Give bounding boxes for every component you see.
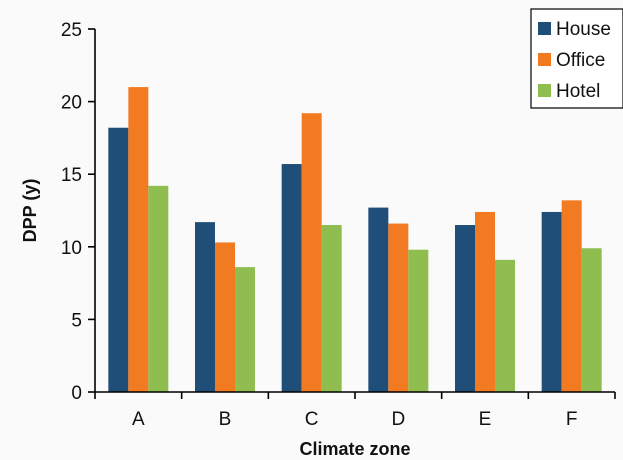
bar-hotel-a — [148, 185, 169, 392]
x-tick-label: E — [479, 409, 492, 430]
bar-office-d — [388, 223, 409, 392]
legend-swatch-office — [538, 53, 551, 66]
legend-swatch-house — [538, 22, 551, 35]
bar-office-e — [475, 211, 495, 392]
bar-house-f — [541, 211, 562, 392]
y-tick-label: 25 — [61, 20, 82, 41]
bar-hotel-b — [235, 267, 255, 392]
legend-swatch-hotel — [538, 84, 551, 97]
bar-hotel-e — [495, 259, 515, 392]
x-axis-title: Climate zone — [299, 439, 410, 459]
x-tick-label: A — [132, 409, 145, 430]
bar-house-d — [368, 207, 389, 392]
y-tick-label: 0 — [71, 383, 82, 404]
bar-office-c — [301, 113, 322, 392]
bar-office-f — [561, 200, 582, 392]
bar-office-a — [128, 87, 149, 392]
x-tick-label: B — [219, 409, 232, 430]
bar-house-c — [281, 164, 302, 392]
x-tick-label: F — [566, 409, 578, 430]
y-ticks: 0 5 10 15 20 25 — [61, 20, 95, 404]
bar-hotel-d — [408, 249, 429, 392]
x-tick-label: D — [391, 409, 405, 430]
x-ticks: A B C D E F — [94, 392, 616, 430]
legend-label-hotel: Hotel — [556, 81, 600, 102]
y-tick-label: 15 — [61, 165, 82, 186]
bar-house-a — [108, 127, 129, 393]
bar-house-b — [195, 222, 215, 392]
y-axis-title: DPP (y) — [20, 179, 40, 243]
legend-label-house: House — [556, 19, 611, 40]
legend-label-office: Office — [556, 50, 605, 71]
y-tick-label: 5 — [71, 310, 82, 331]
y-tick-label: 20 — [61, 93, 82, 114]
bar-hotel-f — [581, 248, 602, 392]
bar-house-e — [455, 225, 475, 392]
x-tick-label: C — [305, 409, 319, 430]
bars-layer — [108, 87, 602, 393]
legend: House Office Hotel — [530, 8, 623, 109]
bar-office-b — [215, 242, 235, 392]
y-tick-label: 10 — [61, 238, 82, 259]
bar-hotel-c — [321, 225, 342, 392]
